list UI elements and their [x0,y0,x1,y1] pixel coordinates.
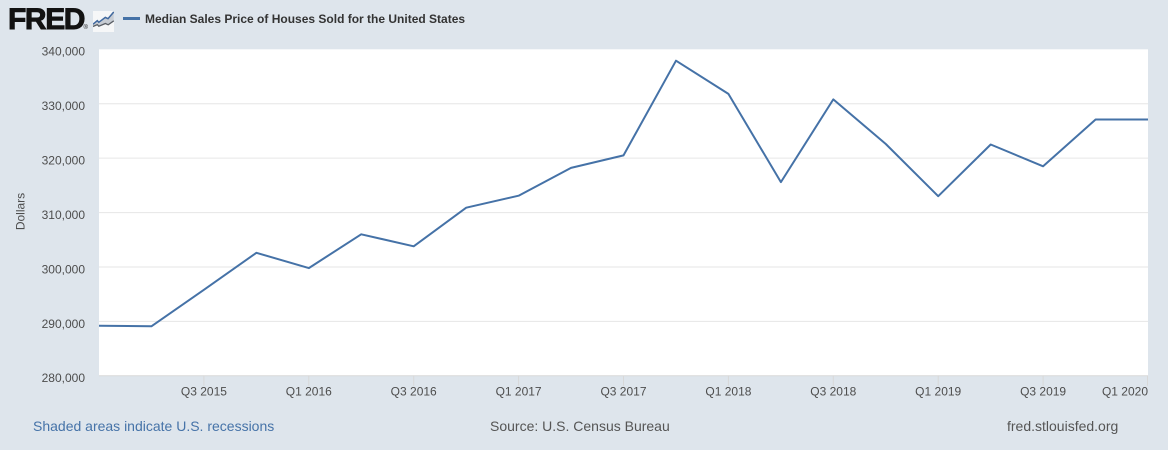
svg-text:300,000: 300,000 [42,262,86,276]
svg-text:Q3 2017: Q3 2017 [600,385,646,399]
svg-text:Q3 2015: Q3 2015 [181,385,227,399]
svg-text:Q3 2018: Q3 2018 [810,385,856,399]
svg-text:290,000: 290,000 [42,317,86,331]
svg-text:Q1 2017: Q1 2017 [496,385,542,399]
svg-text:Q3 2019: Q3 2019 [1020,385,1066,399]
svg-text:280,000: 280,000 [42,371,86,385]
svg-text:320,000: 320,000 [42,154,86,168]
svg-text:310,000: 310,000 [42,208,86,222]
svg-text:340,000: 340,000 [42,45,86,59]
svg-text:Q1 2016: Q1 2016 [286,385,332,399]
svg-text:330,000: 330,000 [42,99,86,113]
svg-text:Q1 2019: Q1 2019 [915,385,961,399]
svg-text:Q1 2018: Q1 2018 [705,385,751,399]
svg-text:Q1 2020: Q1 2020 [1102,385,1148,399]
svg-text:Dollars: Dollars [14,193,28,230]
svg-text:Q3 2016: Q3 2016 [391,385,437,399]
